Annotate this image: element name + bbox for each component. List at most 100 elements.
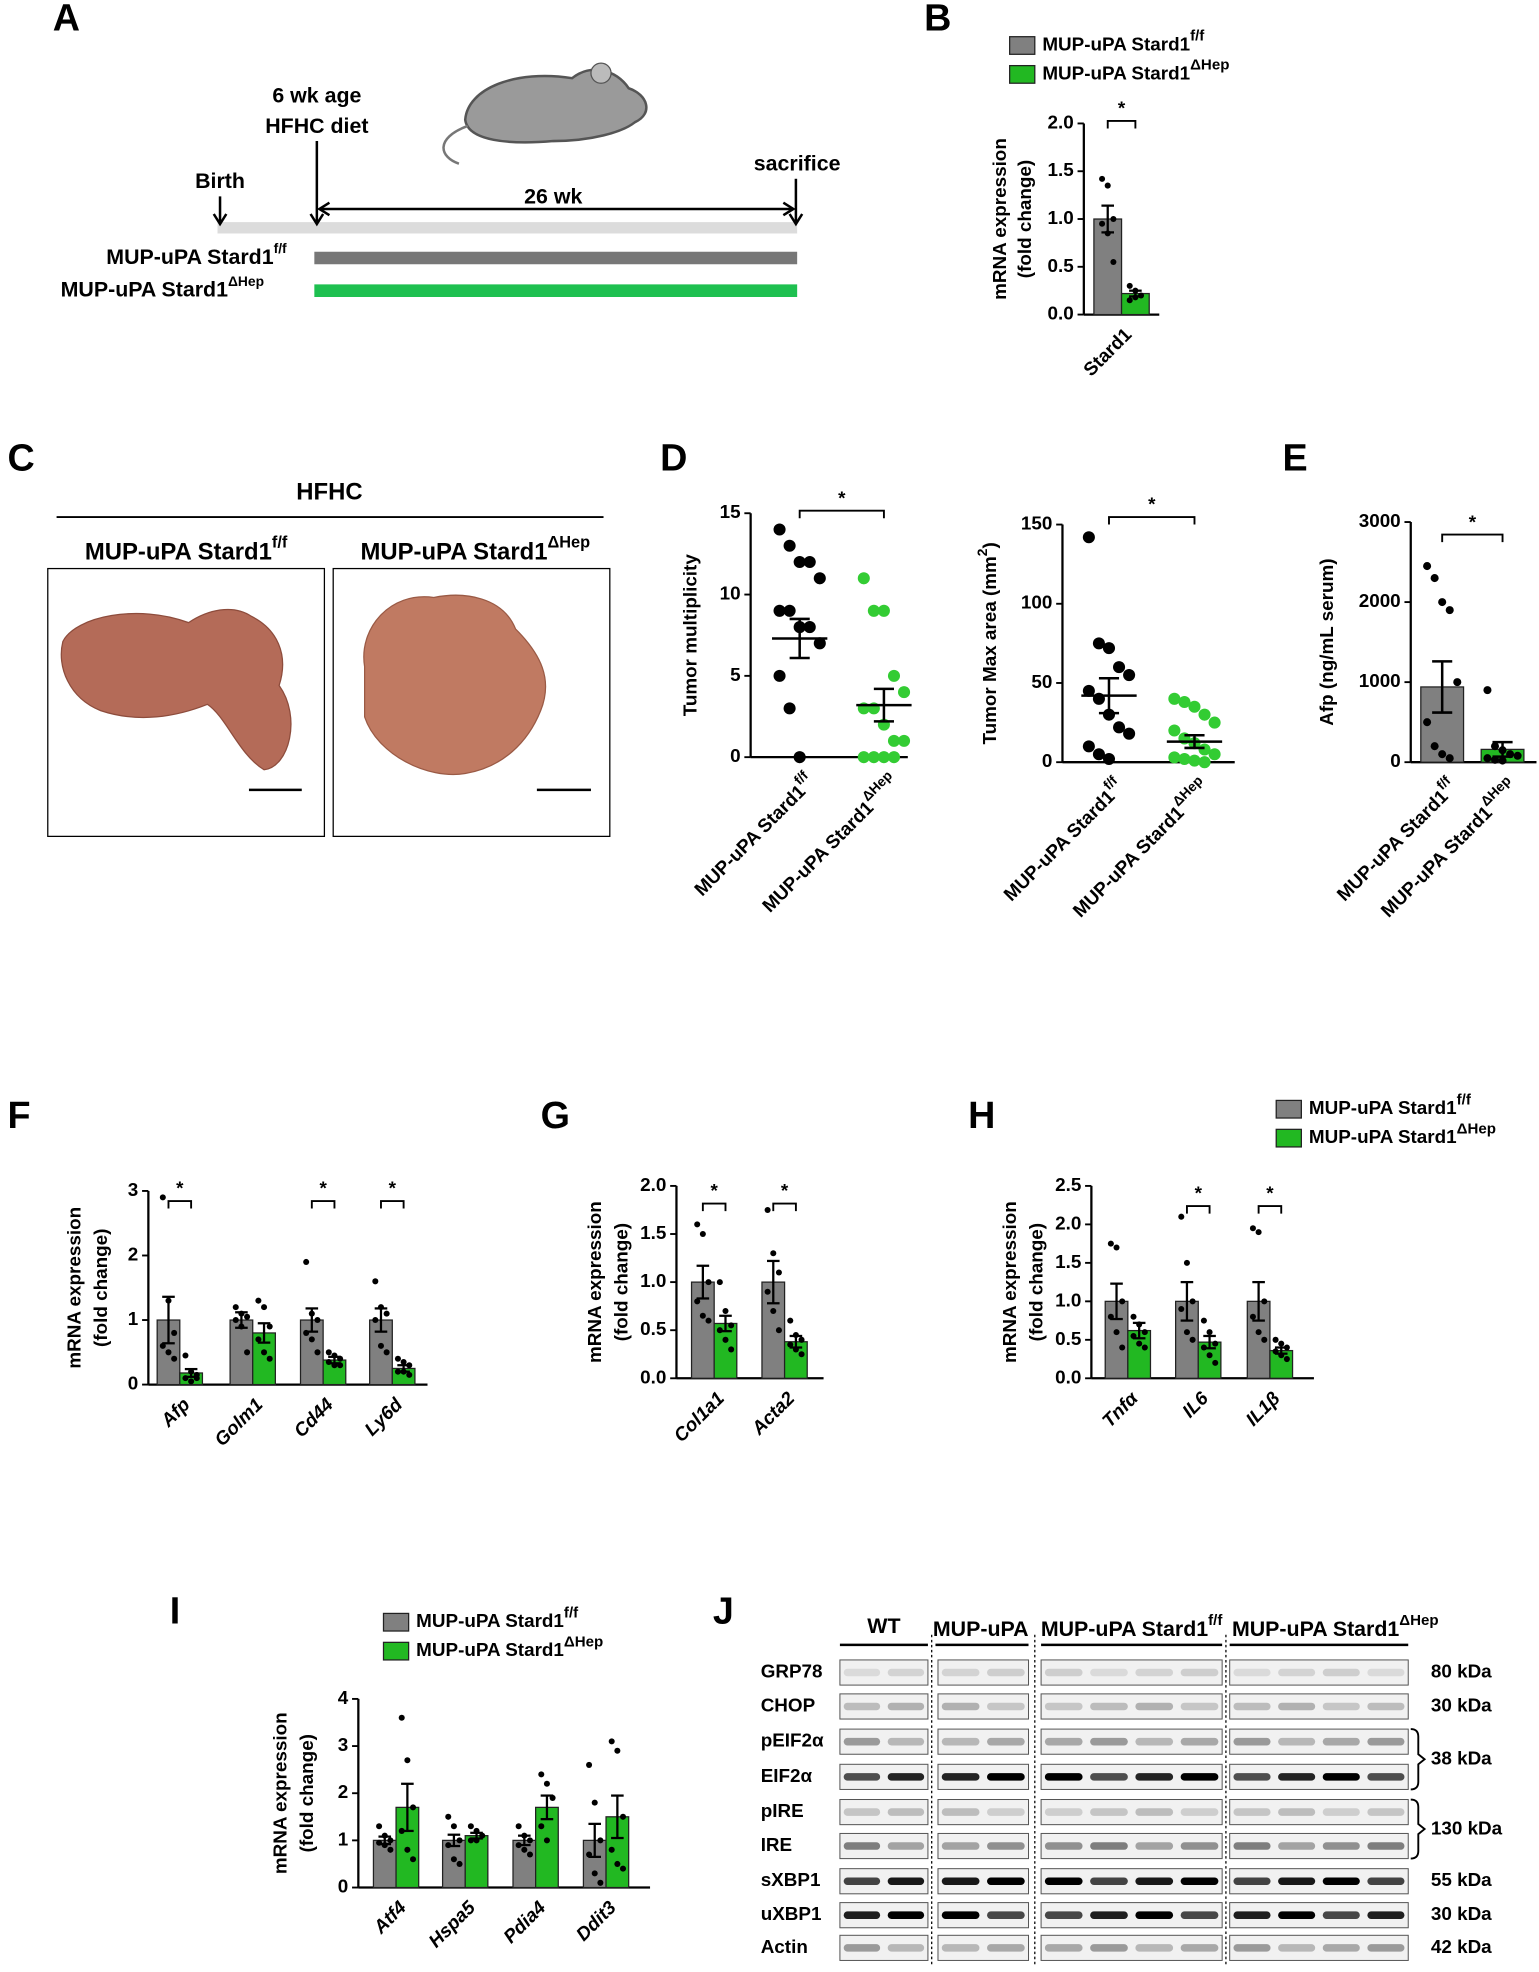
significance-bracket	[798, 509, 885, 519]
data-point	[1119, 1298, 1126, 1305]
y-axis-label: mRNA expression	[63, 1207, 84, 1369]
data-point	[1132, 287, 1139, 294]
brace	[1410, 1728, 1427, 1791]
blot-band	[1233, 1668, 1271, 1677]
data-point	[376, 1823, 383, 1830]
data-point	[1183, 1329, 1190, 1336]
timeline-label: HFHC diet	[265, 114, 368, 138]
blot-band	[1044, 1877, 1083, 1886]
data-point	[404, 1757, 411, 1764]
data-point	[813, 637, 826, 650]
y-tick-label: 1.5	[640, 1222, 666, 1243]
data-point	[1490, 742, 1500, 751]
label-sup: f/f	[274, 240, 287, 256]
error-bar	[696, 1264, 710, 1300]
label-sup: f/f	[1190, 28, 1205, 45]
blot-size: 30 kDa	[1431, 1903, 1492, 1924]
data-point	[764, 1206, 771, 1213]
blot-band	[987, 1668, 1025, 1677]
blot-band	[1135, 1877, 1174, 1886]
x-tick-label: Pdia4	[499, 1896, 550, 1947]
blot-size: 30 kDa	[1431, 1694, 1492, 1715]
blot-strip	[937, 1934, 1030, 1961]
x-tick-label: Hspa5	[424, 1896, 479, 1951]
data-point	[798, 1351, 805, 1358]
data-point	[387, 1846, 394, 1853]
blot-band	[887, 1737, 925, 1746]
blot-band	[887, 1877, 925, 1886]
y-axis-label: Tumor multiplicity	[680, 554, 701, 717]
significance: *	[1118, 98, 1126, 119]
significance-bracket	[380, 1200, 405, 1209]
data-point	[266, 1355, 273, 1362]
y-axis-label: (fold change)	[1025, 1223, 1046, 1341]
label-text: MUP-uPA Stard1	[360, 539, 547, 566]
data-point	[722, 1307, 729, 1314]
data-point	[877, 751, 890, 764]
data-point	[1110, 215, 1117, 223]
data-point	[1198, 708, 1211, 721]
blot-size: 42 kDa	[1431, 1936, 1492, 1957]
data-point	[867, 751, 880, 764]
data-point	[694, 1221, 701, 1228]
data-point	[1283, 1356, 1290, 1363]
y-tick-label: 1000	[1359, 670, 1401, 691]
data-point	[1283, 1344, 1290, 1351]
label-text: MUP-uPA Stard1	[106, 245, 273, 269]
significance: *	[1195, 1183, 1203, 1204]
data-point	[255, 1336, 262, 1343]
error-bar	[1184, 734, 1205, 750]
blot-band	[1090, 1877, 1128, 1886]
blot-band	[1044, 1944, 1083, 1952]
significance: *	[838, 487, 846, 508]
blot-band	[1044, 1668, 1083, 1677]
blot-band	[1278, 1737, 1316, 1746]
data-point	[1212, 1340, 1219, 1347]
blot-band	[1367, 1877, 1405, 1886]
legend-swatch	[1275, 1099, 1302, 1119]
label-sup: f/f	[1457, 1091, 1472, 1108]
data-point	[406, 1371, 413, 1378]
data-point	[898, 734, 911, 747]
blot-band	[1278, 1808, 1316, 1816]
label-sup: ΔHep	[1477, 772, 1514, 809]
blot-band	[1180, 1773, 1219, 1781]
blot-band	[1090, 1737, 1128, 1746]
data-point	[543, 1780, 550, 1787]
blot-band	[987, 1911, 1025, 1919]
data-point	[1130, 1332, 1137, 1339]
label-sup: ΔHep	[1399, 1612, 1438, 1629]
blot-strip	[1040, 1799, 1223, 1826]
blot-band	[1090, 1773, 1128, 1781]
y-tick-label: 2000	[1359, 590, 1401, 611]
y-tick-label: 10	[720, 583, 741, 604]
blot-band	[941, 1808, 980, 1816]
data-point	[1200, 1344, 1207, 1351]
data-point	[1110, 258, 1117, 266]
data-point	[699, 1312, 706, 1319]
blot-band	[843, 1808, 881, 1816]
error-bar	[789, 617, 810, 660]
data-point	[1212, 1359, 1219, 1366]
blot-band	[1278, 1702, 1316, 1711]
blot-band	[987, 1808, 1025, 1816]
blot-band	[1090, 1808, 1128, 1816]
blot-band	[1180, 1668, 1219, 1677]
x-tick-label: Ddit3	[572, 1896, 621, 1945]
data-point	[1255, 1229, 1262, 1236]
legend-label: MUP-uPA Stard1ΔHep	[1309, 1120, 1496, 1147]
blot-size: 130 kDa	[1431, 1818, 1503, 1839]
data-point	[325, 1358, 332, 1366]
data-point	[337, 1362, 344, 1369]
blot-band	[1090, 1911, 1128, 1919]
panel-letter: G	[541, 1094, 570, 1136]
blot-band	[1367, 1668, 1405, 1677]
blot-band	[1090, 1668, 1128, 1677]
y-tick-label: 0	[1042, 750, 1053, 771]
legend-swatch	[1275, 1128, 1302, 1148]
data-point	[1189, 1298, 1196, 1305]
liver-image	[60, 608, 292, 771]
blot-band	[987, 1877, 1025, 1886]
